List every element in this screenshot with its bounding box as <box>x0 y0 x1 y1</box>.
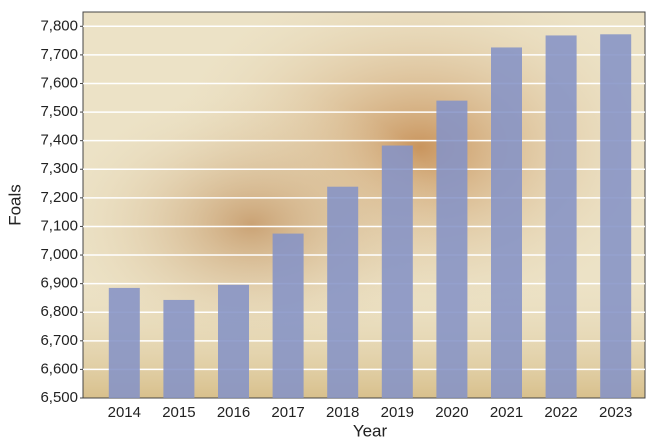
y-tick-label: 6,900 <box>40 275 78 292</box>
x-tick-label: 2017 <box>271 404 304 421</box>
bar <box>163 300 194 398</box>
y-tick-label: 7,400 <box>40 132 78 149</box>
x-tick-label: 2014 <box>108 404 141 421</box>
x-tick-label: 2021 <box>490 404 523 421</box>
x-axis-title: Year <box>353 421 388 440</box>
bar <box>382 146 413 398</box>
bar <box>491 47 522 398</box>
bar <box>436 101 467 398</box>
bar <box>327 187 358 398</box>
y-tick-label: 7,700 <box>40 46 78 63</box>
y-tick-label: 6,500 <box>40 389 78 406</box>
x-tick-label: 2023 <box>599 404 632 421</box>
bar <box>600 34 631 398</box>
y-tick-label: 7,600 <box>40 74 78 91</box>
x-tick-label: 2020 <box>435 404 468 421</box>
bar <box>109 288 140 398</box>
x-tick-label: 2019 <box>381 404 414 421</box>
bar <box>273 234 304 398</box>
x-tick-label: 2022 <box>544 404 577 421</box>
y-tick-label: 7,000 <box>40 246 78 263</box>
y-tick-label: 7,300 <box>40 160 78 177</box>
y-tick-label: 6,600 <box>40 360 78 377</box>
y-tick-label: 7,100 <box>40 217 78 234</box>
bar <box>218 285 249 398</box>
y-tick-label: 7,500 <box>40 103 78 120</box>
bar <box>546 35 577 398</box>
x-tick-label: 2018 <box>326 404 359 421</box>
y-tick-label: 7,800 <box>40 17 78 34</box>
chart: Foals Year 6,500 6,600 6,700 6,800 6,900 7,00… <box>0 0 651 441</box>
x-tick-label: 2015 <box>162 404 195 421</box>
y-axis-title: Foals <box>5 184 24 226</box>
y-tick-label: 6,800 <box>40 303 78 320</box>
x-tick-label: 2016 <box>217 404 250 421</box>
y-tick-label: 6,700 <box>40 332 78 349</box>
y-tick-label: 7,200 <box>40 189 78 206</box>
